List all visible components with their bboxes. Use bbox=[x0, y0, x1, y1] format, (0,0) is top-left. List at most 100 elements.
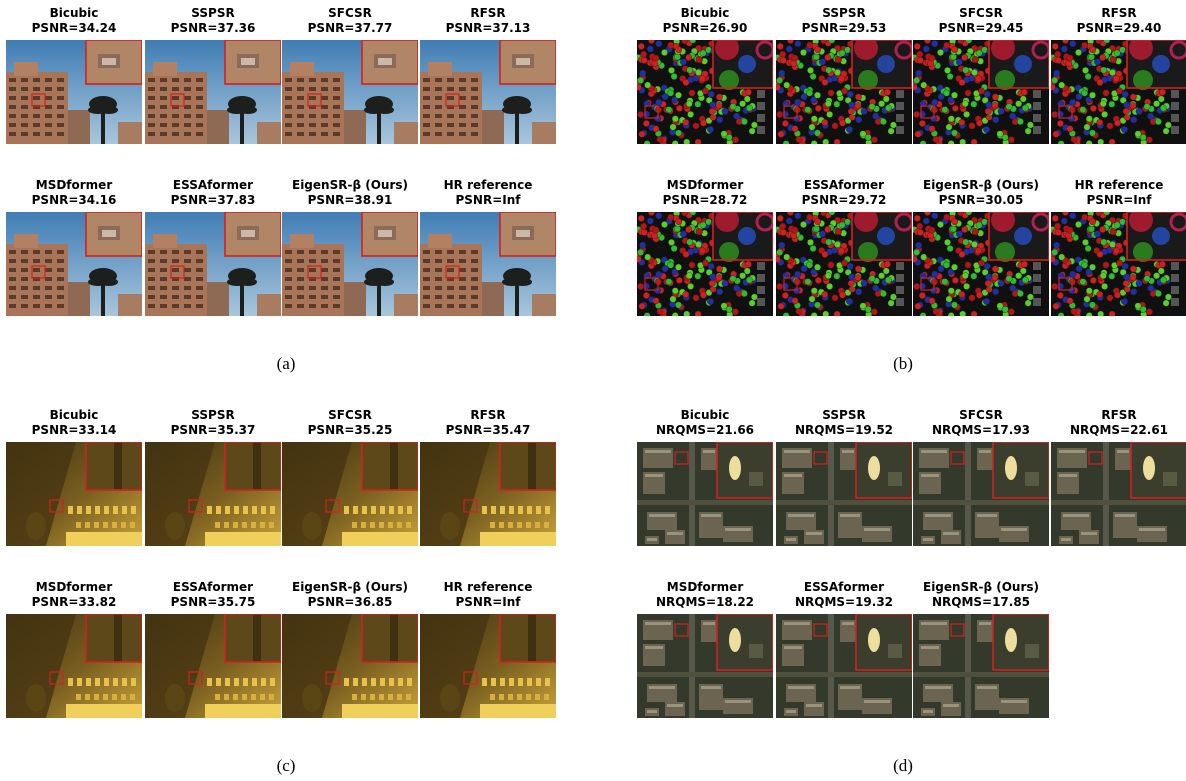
metric-value: PSNR=37.83 bbox=[170, 193, 256, 207]
method-name: SFCSR bbox=[959, 6, 1003, 20]
tile-caption: SSPSR PSNR=37.36 bbox=[145, 6, 281, 36]
result-image bbox=[6, 40, 142, 144]
tile-caption: SSPSR NRQMS=19.52 bbox=[776, 408, 912, 438]
tile-caption: Bicubic PSNR=26.90 bbox=[637, 6, 773, 36]
result-image bbox=[6, 442, 142, 546]
result-image bbox=[913, 212, 1049, 316]
result-image bbox=[913, 614, 1049, 718]
result-image bbox=[1051, 212, 1186, 316]
result-image bbox=[913, 40, 1049, 144]
result-image bbox=[420, 212, 556, 316]
panel-a: Bicubic PSNR=34.24 SSPSR PSNR=37.36 SFCSR PSN… bbox=[6, 6, 558, 346]
tile-caption: EigenSR-β (Ours) PSNR=30.05 bbox=[913, 178, 1049, 208]
metric-value: PSNR=37.77 bbox=[307, 21, 393, 35]
method-name: RFSR bbox=[470, 408, 506, 422]
panel-b: Bicubic PSNR=26.90 SSPSR PSNR=29.53 SFCSR PSN… bbox=[637, 6, 1186, 346]
metric-value: PSNR=29.45 bbox=[938, 21, 1024, 35]
metric-value: NRQMS=18.22 bbox=[655, 595, 755, 609]
tile-caption: SSPSR PSNR=35.37 bbox=[145, 408, 281, 438]
method-name: EigenSR-β (Ours) bbox=[292, 580, 408, 594]
tile-caption: RFSR PSNR=35.47 bbox=[420, 408, 556, 438]
metric-value: PSNR=29.53 bbox=[801, 21, 887, 35]
metric-value: NRQMS=21.66 bbox=[655, 423, 755, 437]
tile-caption: ESSAformer PSNR=29.72 bbox=[776, 178, 912, 208]
result-image bbox=[776, 442, 912, 546]
result-image bbox=[1051, 442, 1186, 546]
metric-value: PSNR=33.82 bbox=[31, 595, 117, 609]
method-name: Bicubic bbox=[49, 408, 99, 422]
result-image bbox=[776, 212, 912, 316]
tile-caption: MSDformer PSNR=28.72 bbox=[637, 178, 773, 208]
metric-value: PSNR=26.90 bbox=[662, 21, 748, 35]
metric-value: PSNR=36.85 bbox=[307, 595, 393, 609]
subfigure-label: (d) bbox=[893, 756, 913, 775]
method-name: SFCSR bbox=[328, 408, 372, 422]
tile-caption: SFCSR NRQMS=17.93 bbox=[913, 408, 1049, 438]
result-image bbox=[282, 212, 418, 316]
method-name: RFSR bbox=[1101, 408, 1137, 422]
result-image bbox=[6, 614, 142, 718]
method-name: SFCSR bbox=[959, 408, 1003, 422]
subfigure-label: (b) bbox=[893, 354, 913, 373]
method-name: EigenSR-β (Ours) bbox=[923, 178, 1039, 192]
result-image bbox=[637, 40, 773, 144]
tile-caption: Bicubic NRQMS=21.66 bbox=[637, 408, 773, 438]
result-image bbox=[637, 212, 773, 316]
method-name: ESSAformer bbox=[803, 178, 885, 192]
method-name: SSPSR bbox=[822, 6, 866, 20]
result-image bbox=[776, 614, 912, 718]
tile-caption: ESSAformer NRQMS=19.32 bbox=[776, 580, 912, 610]
result-image bbox=[1051, 40, 1186, 144]
metric-value: NRQMS=19.32 bbox=[794, 595, 894, 609]
tile-caption: MSDformer NRQMS=18.22 bbox=[637, 580, 773, 610]
tile-caption: RFSR PSNR=29.40 bbox=[1051, 6, 1186, 36]
result-image bbox=[420, 614, 556, 718]
metric-value: PSNR=28.72 bbox=[662, 193, 748, 207]
tile-caption: Bicubic PSNR=34.24 bbox=[6, 6, 142, 36]
tile-caption: SFCSR PSNR=37.77 bbox=[282, 6, 418, 36]
metric-value: PSNR=Inf bbox=[455, 595, 521, 609]
tile-caption: HR reference PSNR=Inf bbox=[1051, 178, 1186, 208]
tile-caption: HR reference PSNR=Inf bbox=[420, 580, 556, 610]
result-image bbox=[637, 442, 773, 546]
subfigure-label: (c) bbox=[276, 756, 296, 775]
metric-value: PSNR=29.72 bbox=[801, 193, 887, 207]
tile-caption: EigenSR-β (Ours) NRQMS=17.85 bbox=[913, 580, 1049, 610]
result-image bbox=[145, 614, 281, 718]
method-name: MSDformer bbox=[35, 178, 113, 192]
method-name: Bicubic bbox=[680, 6, 730, 20]
result-image bbox=[282, 40, 418, 144]
metric-value: PSNR=29.40 bbox=[1076, 21, 1162, 35]
method-name: MSDformer bbox=[666, 580, 744, 594]
panel-c: Bicubic PSNR=33.14 SSPSR PSNR=35.37 SFCSR PSN… bbox=[6, 408, 558, 748]
method-name: HR reference bbox=[1074, 178, 1164, 192]
method-name: SSPSR bbox=[191, 6, 235, 20]
method-name: RFSR bbox=[470, 6, 506, 20]
method-name: Bicubic bbox=[49, 6, 99, 20]
tile-caption: SSPSR PSNR=29.53 bbox=[776, 6, 912, 36]
metric-value: PSNR=Inf bbox=[455, 193, 521, 207]
metric-value: PSNR=34.16 bbox=[31, 193, 117, 207]
tile-caption: MSDformer PSNR=33.82 bbox=[6, 580, 142, 610]
method-name: MSDformer bbox=[35, 580, 113, 594]
result-image bbox=[637, 614, 773, 718]
tile-caption: EigenSR-β (Ours) PSNR=38.91 bbox=[282, 178, 418, 208]
metric-value: PSNR=38.91 bbox=[307, 193, 393, 207]
metric-value: PSNR=35.75 bbox=[170, 595, 256, 609]
metric-value: PSNR=35.47 bbox=[445, 423, 531, 437]
tile-caption: HR reference PSNR=Inf bbox=[420, 178, 556, 208]
result-image bbox=[145, 40, 281, 144]
method-name: EigenSR-β (Ours) bbox=[923, 580, 1039, 594]
metric-value: NRQMS=17.93 bbox=[931, 423, 1031, 437]
tile-caption: RFSR PSNR=37.13 bbox=[420, 6, 556, 36]
method-name: SSPSR bbox=[822, 408, 866, 422]
result-image bbox=[282, 442, 418, 546]
method-name: SSPSR bbox=[191, 408, 235, 422]
metric-value: PSNR=33.14 bbox=[31, 423, 117, 437]
method-name: ESSAformer bbox=[172, 580, 254, 594]
metric-value: PSNR=34.24 bbox=[31, 21, 117, 35]
tile-caption: ESSAformer PSNR=35.75 bbox=[145, 580, 281, 610]
metric-value: PSNR=Inf bbox=[1086, 193, 1152, 207]
metric-value: NRQMS=19.52 bbox=[794, 423, 894, 437]
tile-caption: SFCSR PSNR=29.45 bbox=[913, 6, 1049, 36]
